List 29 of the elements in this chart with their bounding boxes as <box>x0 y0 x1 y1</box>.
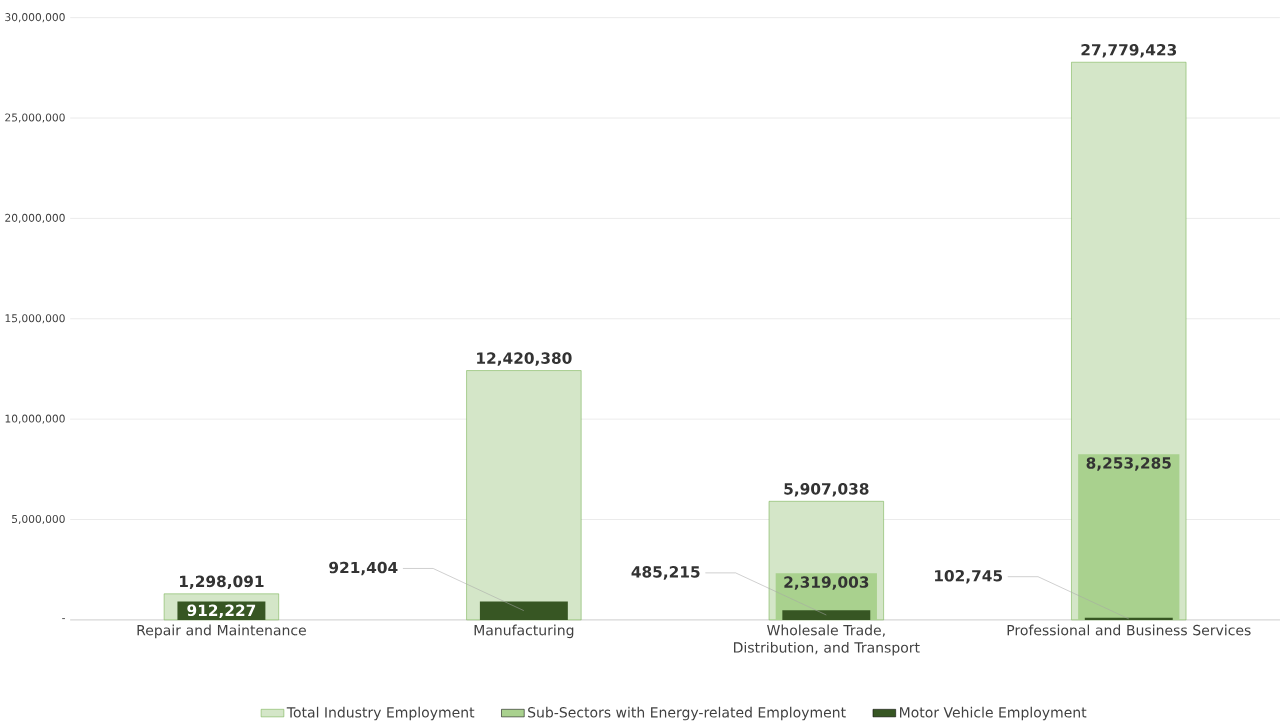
y-tick-label: 30,000,000 <box>5 13 65 23</box>
y-tick-label: 5,000,000 <box>12 515 65 525</box>
y-tick-label: 20,000,000 <box>5 213 65 224</box>
bar <box>782 610 871 621</box>
legend-label: Sub-Sectors with Energy-related Employment <box>528 706 846 721</box>
data-label: 27,779,423 <box>1081 44 1177 58</box>
y-tick-label: 10,000,000 <box>5 414 65 424</box>
data-label: 5,907,038 <box>784 483 869 497</box>
x-tick-label: Manufacturing <box>474 624 574 639</box>
y-tick-label: 25,000,000 <box>5 113 65 123</box>
data-label: 921,404 <box>329 561 398 576</box>
data-label: 12,420,380 <box>477 352 572 366</box>
legend-label: Total Industry Employment <box>286 706 475 721</box>
data-label: 912,227 <box>187 604 256 619</box>
bar <box>466 370 582 621</box>
bar <box>1078 454 1180 621</box>
bar <box>1084 617 1173 621</box>
data-label: 102,745 <box>935 570 1003 584</box>
x-tick-label: Repair and Maintenance <box>137 624 306 639</box>
bar <box>479 601 568 621</box>
legend-label: Motor Vehicle Employment <box>900 706 1087 721</box>
data-label: 1,298,091 <box>180 575 264 590</box>
data-label: 485,215 <box>631 566 700 580</box>
x-tick-label: Professional and Business Services <box>1007 624 1251 636</box>
data-label: 8,253,285 <box>1086 457 1171 471</box>
data-label: 2,319,003 <box>784 576 869 590</box>
y-tick-label: 15,000,000 <box>5 314 65 324</box>
y-tick-label: - <box>62 618 65 620</box>
x-tick-label: Wholesale Trade, Distribution, and Transport <box>734 624 920 656</box>
